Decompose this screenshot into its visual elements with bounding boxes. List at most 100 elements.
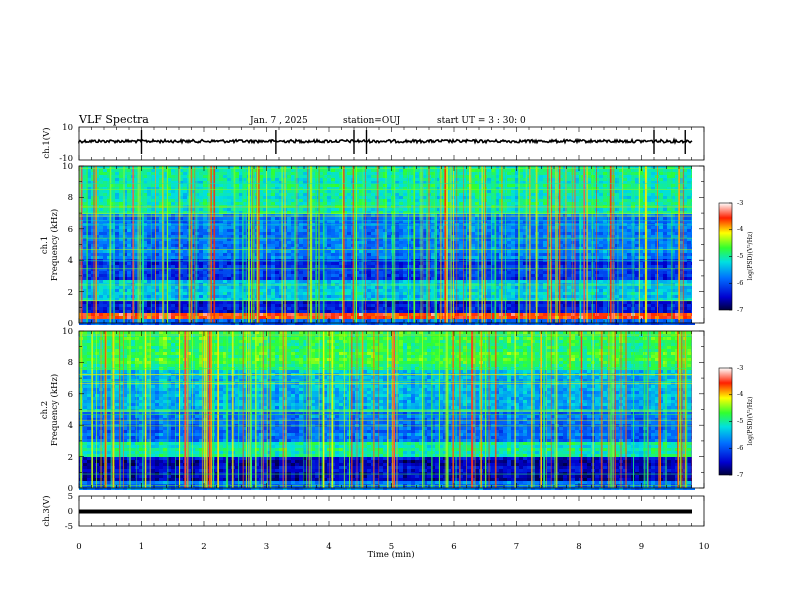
ch1-spectrogram-cell — [363, 253, 367, 256]
ch1-spectrogram-cell — [379, 178, 383, 181]
ch1-spectrogram-cell — [303, 196, 307, 199]
ch1-spectrogram-cell — [367, 229, 371, 232]
ch1-spectrogram-cell — [371, 190, 375, 193]
ch1-spectrogram-cell — [271, 193, 275, 196]
ch1-spectrogram-cell — [103, 307, 107, 310]
ch1-spectrogram-cell — [99, 199, 103, 202]
ch1-spectrogram-cell — [347, 193, 351, 196]
ch1-spectrogram-cell — [335, 250, 339, 253]
ch1-spectrogram-cell — [183, 313, 187, 316]
ch1-spectrogram-cell — [215, 172, 219, 175]
ch1-spectrogram-cell — [403, 322, 407, 325]
ch1-spectrogram-cell — [439, 196, 443, 199]
ch1-spectrogram-cell — [371, 274, 375, 277]
ch1-spectrogram-cell — [331, 244, 335, 247]
ch1-spectrogram-cell — [403, 172, 407, 175]
ch1-spectrogram-cell — [287, 313, 291, 316]
ch1-spectrogram-cell — [119, 301, 123, 304]
ch1-spectrogram-cell — [399, 199, 403, 202]
ch1-spectrogram-cell — [275, 310, 279, 313]
ch1-spectrogram-cell — [271, 253, 275, 256]
ch1-spectrogram-cell — [147, 307, 151, 310]
ch1-spectrogram-cell — [303, 319, 307, 322]
ch1-spectrogram-cell — [367, 184, 371, 187]
ch1-spectrogram-cell — [303, 226, 307, 229]
ch1-spectrogram-cell — [363, 289, 367, 292]
ch1-spectrogram-cell — [299, 265, 303, 268]
ch1-spectrogram-cell — [219, 175, 223, 178]
ch1-spectrogram-cell — [331, 205, 335, 208]
ch1-spectrogram-cell — [287, 193, 291, 196]
ch1-spectrogram-cell — [119, 262, 123, 265]
ch1-spectrogram-cell — [347, 292, 351, 295]
ch1-spectrogram-cell — [367, 169, 371, 172]
ch1-spectrogram-cell — [399, 301, 403, 304]
ch1-spectrogram-cell — [415, 271, 419, 274]
ch1-spectrogram-cell — [379, 271, 383, 274]
ch1-spectrogram-cell — [331, 322, 335, 325]
ch1-spectrogram-cell — [379, 307, 383, 310]
ch1-spectrogram-cell — [199, 190, 203, 193]
ch1-spectrogram-cell — [287, 232, 291, 235]
ch1-spectrogram-cell — [363, 295, 367, 298]
ch1-spectrogram-cell — [403, 217, 407, 220]
ch1-spectrogram-cell — [267, 217, 271, 220]
ch1-spectrogram-cell — [299, 172, 303, 175]
ch1-spectrogram-cell — [299, 193, 303, 196]
ch1-spectrogram-cell — [387, 277, 391, 280]
ch1-spectrogram-cell — [271, 280, 275, 283]
ch1-spectrogram-cell — [287, 304, 291, 307]
ch1-spectrogram-cell — [267, 208, 271, 211]
ch1-spectrogram-cell — [371, 214, 375, 217]
ch1-spectrogram-cell — [407, 292, 411, 295]
start-time-label: start UT = 3 : 30: 0 — [437, 116, 526, 126]
ch1-spectrogram-cell — [327, 310, 331, 313]
ch1-spectrogram-cell — [199, 292, 203, 295]
ch1-spectrogram-cell — [371, 208, 375, 211]
ch1-spectrogram-cell — [287, 292, 291, 295]
ch1-spectrogram-cell — [399, 244, 403, 247]
ch1-spectrogram-cell — [399, 289, 403, 292]
ch1-spectrogram-cell — [203, 271, 207, 274]
ch1-spectrogram-cell — [127, 235, 131, 238]
ch1-spectrogram-cell — [379, 322, 383, 325]
ch1-spectrogram-cell — [347, 226, 351, 229]
ch1-spectrogram-cell — [395, 316, 399, 319]
ch1-spectrogram-cell — [347, 277, 351, 280]
ch1-spectrogram-cell — [367, 202, 371, 205]
ch1-spectrogram-cell — [367, 307, 371, 310]
ch1-spectrogram-cell — [183, 172, 187, 175]
ch1-spectrogram-cell — [327, 286, 331, 289]
ch1-spectrogram-cell — [303, 253, 307, 256]
ch1-spectrogram-cell — [303, 193, 307, 196]
ch1-spectrogram-cell — [287, 277, 291, 280]
ch1-spectrogram-cell — [347, 244, 351, 247]
ch1-spectrogram-cell — [335, 283, 339, 286]
ch1-spectrogram-cell — [203, 292, 207, 295]
ch1-spectrogram-cell — [399, 283, 403, 286]
ch1-spectrogram-cell — [299, 250, 303, 253]
ch1-spectrogram-cell — [403, 256, 407, 259]
ch1-spectrogram-cell — [223, 295, 227, 298]
ch1-spectrogram-cell — [223, 199, 227, 202]
ch1-spectrogram-cell — [403, 274, 407, 277]
ch1-spectrogram-cell — [407, 316, 411, 319]
ch1-spectrogram-cell — [271, 319, 275, 322]
ch1-spectrogram-cell — [115, 283, 119, 286]
ch1-spectrogram-cell — [299, 316, 303, 319]
ch1-spectrogram-cell — [367, 217, 371, 220]
ch1-spectrogram-cell — [223, 322, 227, 325]
ch1-spectrogram-cell — [215, 226, 219, 229]
ch1-spectrogram-cell — [271, 274, 275, 277]
ch1-spectrogram-cell — [439, 235, 443, 238]
ch1-spectrogram-cell — [367, 271, 371, 274]
ch1-spectrogram-cell — [99, 271, 103, 274]
ch1-spectrogram-cell — [331, 271, 335, 274]
ch1-spectrogram-cell — [103, 313, 107, 316]
ch1-spectrogram-cell — [171, 283, 175, 286]
ch1-spectrogram-cell — [327, 313, 331, 316]
ch1-spectrogram-cell — [299, 310, 303, 313]
ch1-spectrogram-cell — [171, 205, 175, 208]
ch1-spectrogram-cell — [215, 232, 219, 235]
ch1-spectrogram-cell — [335, 277, 339, 280]
